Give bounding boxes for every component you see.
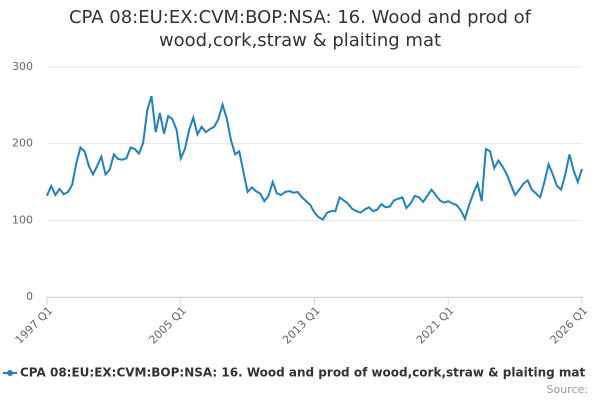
series-line	[46, 95, 583, 222]
x-tick-label: 2005 Q1	[146, 304, 189, 347]
chart-title: CPA 08:EU:EX:CVM:BOP:NSA: 16. Wood and p…	[68, 7, 532, 51]
y-tick-label: 300	[12, 60, 33, 73]
x-tick-label: 2013 Q1	[280, 304, 323, 347]
x-tick-label: 2026 Q1	[548, 304, 591, 347]
legend-label: CPA 08:EU:EX:CVM:BOP:NSA: 16. Wood and p…	[20, 366, 585, 380]
x-tick-label: 2021 Q1	[414, 304, 457, 347]
x-tick-label: 1997 Q1	[13, 304, 56, 347]
y-tick-label: 0	[26, 290, 33, 303]
legend-marker	[7, 370, 13, 376]
source: Source:	[547, 383, 589, 396]
y-tick-label: 200	[12, 137, 33, 150]
y-tick-label: 100	[12, 213, 33, 226]
